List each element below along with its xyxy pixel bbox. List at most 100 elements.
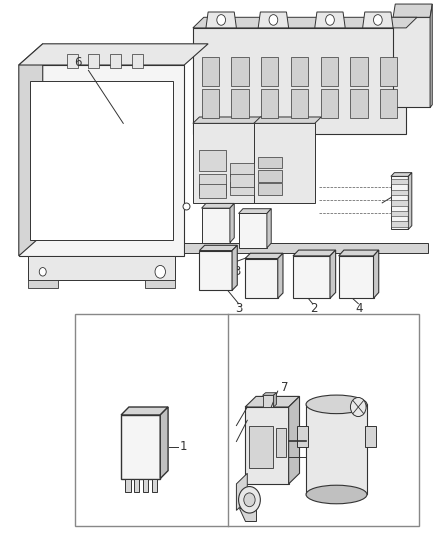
Polygon shape [391,173,412,176]
Polygon shape [121,415,160,479]
Bar [125,479,131,492]
Bar [88,54,99,68]
Text: 3: 3 [233,265,240,278]
Text: 1: 1 [180,440,187,453]
Bar [30,81,173,240]
Text: 6: 6 [74,56,81,69]
Circle shape [269,14,278,25]
Polygon shape [237,473,247,511]
Circle shape [155,265,166,278]
Bar [393,17,430,108]
Polygon shape [330,250,336,298]
Bar [258,157,282,168]
Polygon shape [206,12,237,28]
Polygon shape [239,508,256,521]
Polygon shape [391,176,408,229]
Bar [254,123,315,203]
Circle shape [374,14,382,25]
Bar [134,479,139,492]
Bar [199,184,226,198]
Polygon shape [230,204,234,243]
Bar [391,221,408,227]
Polygon shape [315,12,345,28]
Text: 5: 5 [396,189,404,201]
Bar [261,57,279,86]
Polygon shape [19,44,43,256]
Polygon shape [262,395,273,407]
Circle shape [244,493,255,507]
Bar [28,280,58,288]
Polygon shape [19,44,208,65]
Bar [75,314,419,526]
Polygon shape [121,407,168,415]
Circle shape [239,487,260,513]
Polygon shape [339,250,379,256]
Polygon shape [245,397,300,407]
Bar [297,425,308,447]
Polygon shape [239,209,271,214]
Circle shape [325,14,334,25]
Polygon shape [374,250,379,298]
Bar [250,425,273,468]
Polygon shape [201,208,230,243]
Polygon shape [193,117,269,123]
Polygon shape [289,397,300,484]
Bar [199,150,226,171]
Text: 7: 7 [280,381,288,394]
Polygon shape [273,393,276,407]
Circle shape [217,14,226,25]
Bar [306,405,367,495]
Bar [350,89,367,118]
Polygon shape [239,214,267,248]
Circle shape [39,268,46,276]
Text: 3: 3 [235,302,242,316]
Polygon shape [245,253,283,259]
Bar [110,54,121,68]
Polygon shape [254,117,321,123]
Bar [143,479,148,492]
Polygon shape [430,4,432,108]
Bar [201,57,219,86]
Circle shape [350,398,366,417]
Bar [184,243,428,253]
Bar [230,174,254,187]
Bar [321,89,338,118]
Bar [132,54,143,68]
Bar [391,200,408,206]
Polygon shape [245,259,278,298]
Polygon shape [201,204,234,208]
Bar [276,428,286,457]
Bar [230,163,254,176]
Bar [67,54,78,68]
Bar [391,211,408,216]
Polygon shape [293,250,336,256]
Polygon shape [293,256,330,298]
Polygon shape [339,256,374,298]
Polygon shape [160,407,168,479]
Bar [380,57,397,86]
Text: 2: 2 [310,302,318,316]
Bar [261,89,279,118]
Bar [201,89,219,118]
Polygon shape [258,12,289,28]
Polygon shape [232,245,237,290]
Bar [391,190,408,195]
Bar [321,57,338,86]
Polygon shape [408,173,412,229]
Polygon shape [393,4,432,17]
Bar [231,89,249,118]
Bar [258,183,282,195]
Bar [380,89,397,118]
Bar [193,28,406,134]
Bar [28,256,176,280]
Ellipse shape [306,485,367,504]
Bar [258,170,282,182]
Polygon shape [267,209,271,248]
Bar [350,57,367,86]
Polygon shape [245,407,289,484]
Bar [193,123,262,203]
Polygon shape [193,17,417,28]
Polygon shape [363,12,393,28]
Polygon shape [278,253,283,298]
Bar [291,89,308,118]
